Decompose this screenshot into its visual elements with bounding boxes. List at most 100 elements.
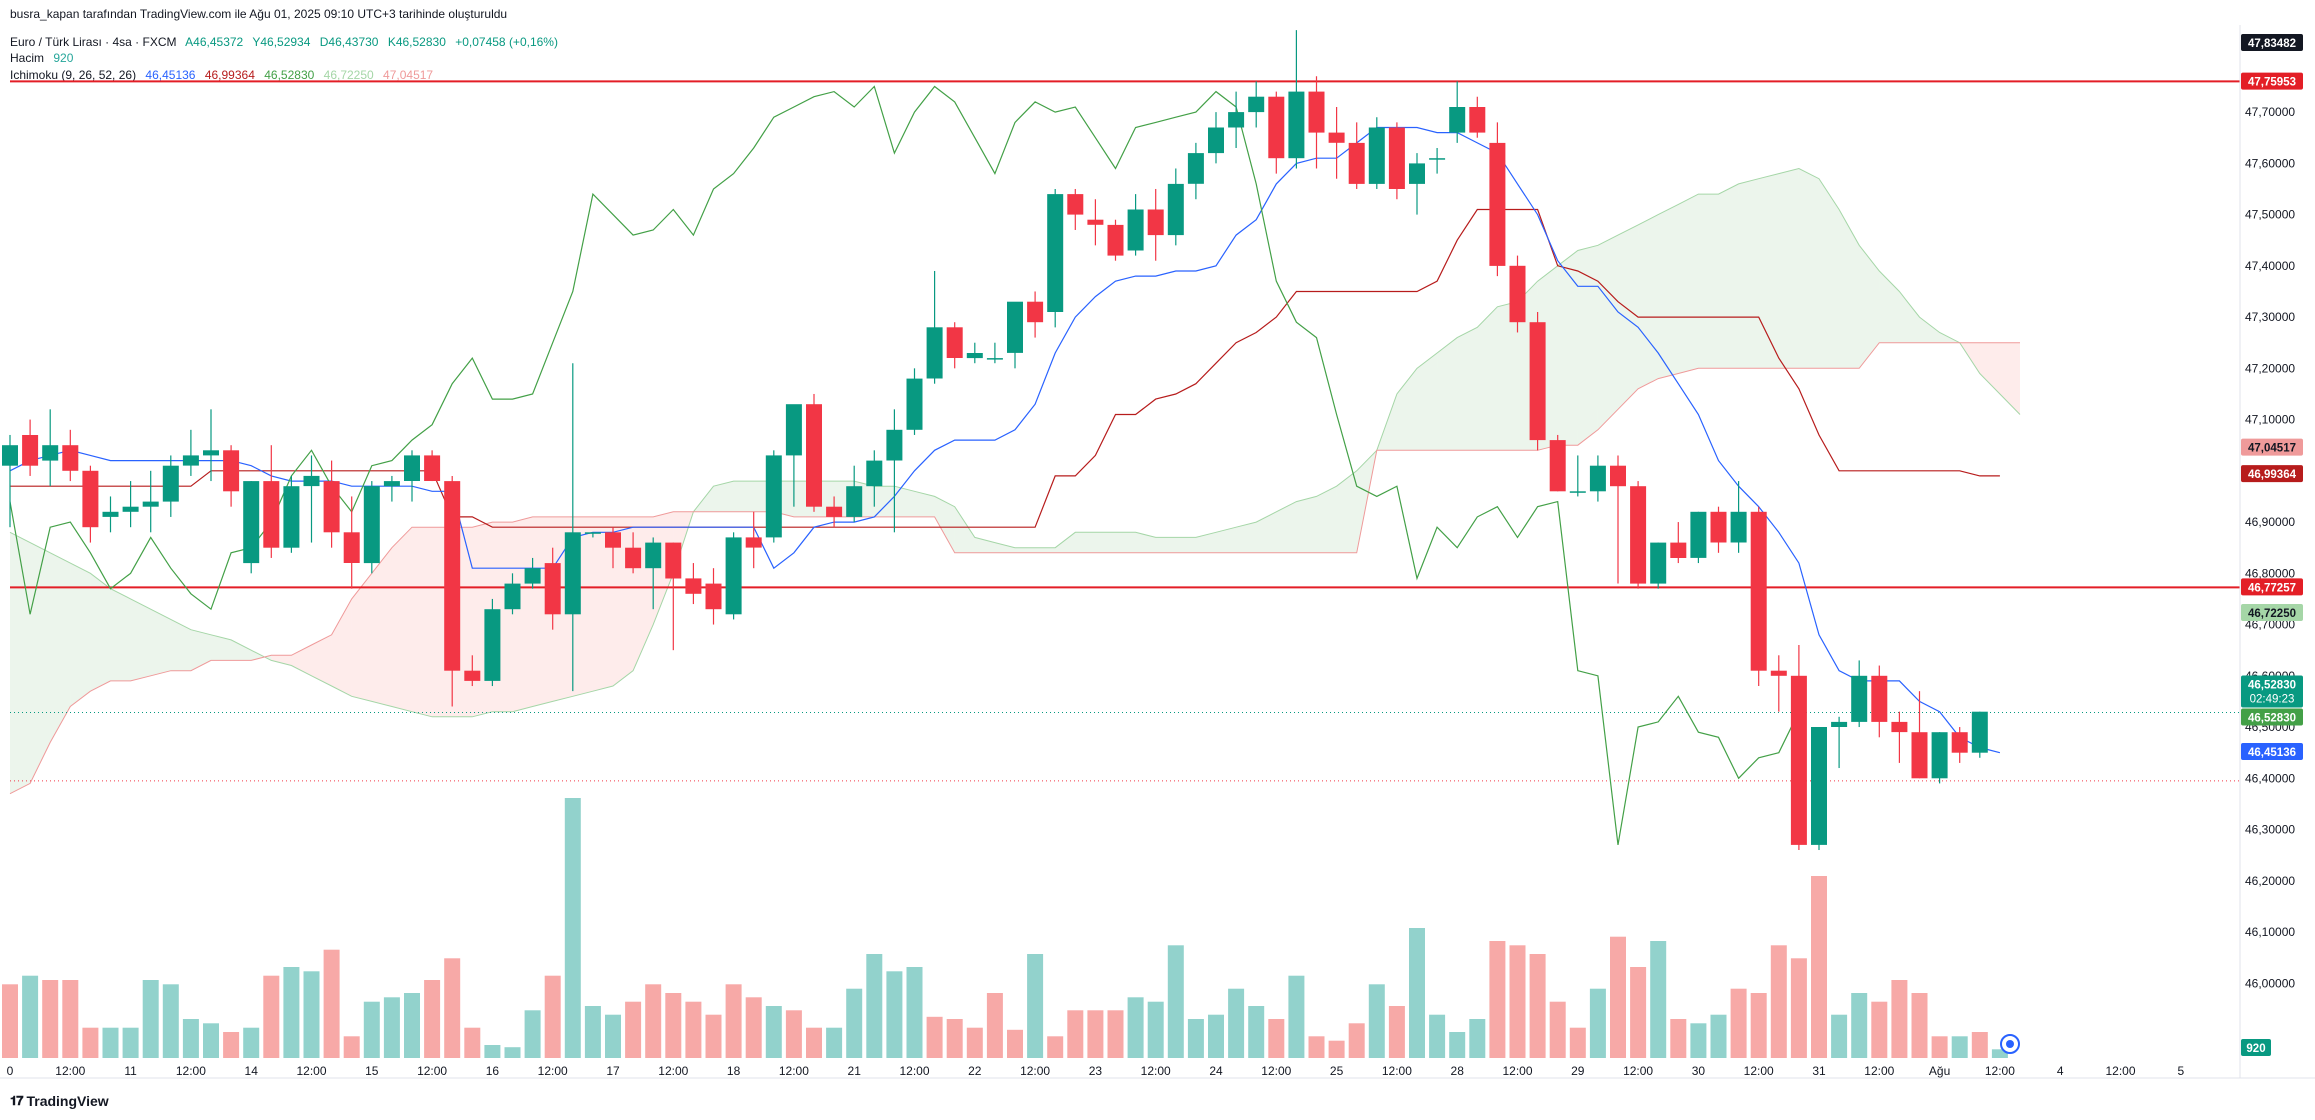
cloud-segment [231,639,252,661]
candle [1228,91,1245,148]
volume-bar [363,1001,380,1058]
ichimoku-label: Ichimoku (9, 26, 52, 26) [10,68,137,82]
volume-bar [1710,1014,1727,1058]
cloud-segment [1015,547,1036,553]
y-tick-label: 47,70000 [2245,105,2295,119]
candle [343,496,360,589]
candle-body [464,670,481,681]
volume-bar [645,984,662,1058]
tradingview-logo[interactable]: 𝟏𝟕 TradingView [10,1093,109,1109]
candle [846,465,863,523]
go-to-realtime-icon-dot [2006,1040,2014,1048]
cloud-segment [271,655,292,666]
ichimoku-legend[interactable]: Ichimoku (9, 26, 52, 26) 46,45136 46,993… [10,68,439,82]
cloud-segment [150,609,171,676]
last-price-bg [2241,675,2303,708]
cloud-segment [351,573,372,702]
cloud-segment [1979,342,2000,394]
x-tick-label: 29 [1571,1064,1585,1078]
volume-bar [223,1032,240,1058]
tradingview-text: TradingView [26,1093,109,1109]
cloud-segment [1115,532,1136,553]
volume-bar [243,1027,260,1058]
volume-bar [2,984,18,1058]
volume-bar [1811,876,1827,1058]
candle [1811,727,1827,851]
cloud-segment [1276,501,1297,553]
volume-bar [926,1016,943,1058]
candle [162,455,179,517]
candle [946,322,963,369]
volume-bar [464,1027,481,1058]
candle-body [1248,96,1265,113]
candle-body [142,501,159,507]
x-tick-label: 12:00 [779,1064,809,1078]
x-tick-label: 12:00 [658,1064,688,1078]
candle-body [1589,465,1606,492]
volume-bar [1931,1036,1948,1058]
volume-bar [1409,928,1425,1058]
candle-body [605,532,621,548]
candle-body [2,445,18,466]
candle-body [263,481,280,548]
volume-bar [484,1045,501,1058]
candle [1348,122,1365,189]
candle-body [1288,91,1305,159]
price-label: 46,77257 [2248,582,2296,594]
candle [785,404,802,507]
cloud-segment [130,598,151,681]
cloud-segment [1075,532,1096,553]
candle [1690,511,1707,564]
candle-body [986,358,1003,360]
volume-bar [625,1001,642,1058]
cloud-segment [713,481,734,512]
cloud-segment [1839,209,1860,369]
candle [584,532,601,538]
cloud-segment [1396,368,1417,451]
candle [1851,660,1868,728]
candle-body [1509,265,1526,323]
candle-body [1610,465,1626,487]
volume-legend[interactable]: Hacim 920 [10,51,79,65]
cloud-segment [1457,327,1478,451]
volume-label: Hacim [10,51,45,65]
x-tick-label: 12:00 [55,1064,85,1078]
cloud-segment [954,506,975,553]
cloud-segment [1256,511,1277,553]
lag-label-bg [2241,708,2303,726]
candle [1288,30,1305,169]
candle-body [1007,301,1023,353]
volume-bar [1087,1010,1104,1058]
volume-bar [1690,1023,1707,1058]
volume-bar [1067,1010,1084,1058]
volume-badge: 920 [2246,1043,2265,1055]
candle [665,542,682,651]
cloud-segment [1899,291,1920,343]
high-value: Y46,52934 [252,35,311,49]
volume-bar [404,993,420,1058]
ichimoku-lagging-value: 46,52830 [264,68,315,82]
volume-bar [142,980,159,1058]
cloud-segment [10,532,31,794]
volume-bar [886,971,903,1058]
volume-bar [1991,1049,2008,1058]
ichimoku-spanA-value: 46,72250 [323,68,374,82]
cloud-segment [391,527,412,712]
y-tick-label: 46,10000 [2245,925,2295,939]
candle [1007,301,1023,369]
volume-bar [826,1027,843,1058]
x-tick-label: 23 [1089,1064,1103,1078]
conversion-line [9,126,2001,754]
symbol-name[interactable]: Euro / Türk Lirası · 4sa · FXCM [10,35,177,49]
x-tick-label: 31 [1812,1064,1826,1078]
volume-bar [1851,993,1868,1058]
volume-bar [1107,1010,1124,1058]
price-label: 47,83482 [2248,38,2296,50]
x-tick-label: 12:00 [2105,1064,2135,1078]
x-tick-label: 24 [1209,1064,1223,1078]
cloud-segment [653,511,674,625]
candle-body [1268,96,1285,159]
candle-body [665,542,682,579]
candle-body [1549,440,1566,492]
